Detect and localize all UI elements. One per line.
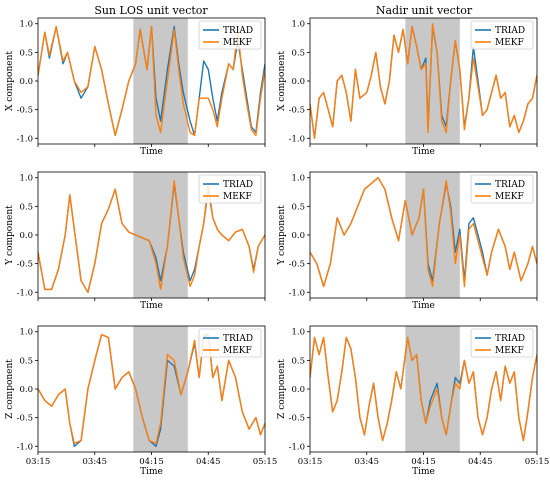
panel-sun-y: 1.0 0.5 0.0 -0.5 -1.0 Time Y component TRIAD MEK… — [5, 171, 266, 311]
y-tick-label: 0.5 — [291, 202, 305, 212]
y-tick-label: 1.0 — [19, 20, 33, 30]
y-tick-label: -1.0 — [289, 288, 305, 298]
y-tick-label: 1.0 — [291, 328, 305, 338]
x-axis-label: Time — [412, 467, 435, 477]
x-axis-label: Time — [140, 147, 163, 157]
x-axis-label: Time — [412, 301, 435, 311]
eclipse-band — [133, 172, 188, 298]
legend-label: TRIAD — [223, 26, 253, 36]
x-tick-label: 05:15 — [253, 457, 278, 467]
y-tick-label: 0.0 — [291, 231, 305, 241]
x-tick-label: 03:45 — [355, 457, 380, 467]
y-tick-label: 0.0 — [19, 385, 33, 395]
panel-nadir-x: 1.0 0.5 0.0 -0.5 -1.0 Time X component TRIAD MEK… — [277, 17, 538, 157]
x-axis-label: Time — [140, 467, 163, 477]
axes-frame — [309, 325, 538, 453]
x-tick-label: 03:15 — [298, 457, 323, 467]
column-title-nadir: Nadir unit vector — [376, 4, 473, 17]
legend-label: MEKF — [223, 38, 252, 48]
panel-nadir-y: 1.0 0.5 0.0 -0.5 -1.0 Time Y component TRIAD MEK… — [277, 171, 538, 311]
axes-frame — [309, 171, 538, 299]
x-tick-label: 04:15 — [411, 457, 436, 467]
x-axis-label: Time — [412, 147, 435, 157]
y-tick-label: 1.0 — [291, 20, 305, 30]
legend-label: TRIAD — [495, 180, 525, 190]
legend-label: MEKF — [495, 38, 524, 48]
y-tick-label: 0.5 — [19, 356, 33, 366]
y-axis-label: Z component — [277, 359, 287, 419]
y-axis-label: X component — [5, 51, 15, 111]
eclipse-band — [405, 326, 460, 452]
legend: TRIAD MEKF — [198, 328, 262, 358]
y-tick-label: 0.0 — [291, 77, 305, 87]
legend: TRIAD MEKF — [470, 174, 534, 204]
axes-frame — [37, 171, 266, 299]
legend: TRIAD MEKF — [198, 20, 262, 50]
x-axis-label: Time — [140, 301, 163, 311]
y-tick-label: 1.0 — [291, 174, 305, 184]
y-axis-label: X component — [277, 51, 287, 111]
legend-label: MEKF — [223, 192, 252, 202]
series-line-mekf — [38, 25, 265, 137]
y-tick-label: -1.0 — [17, 134, 33, 144]
series-line-mekf — [310, 23, 537, 139]
y-tick-label: 0.5 — [19, 202, 33, 212]
x-tick-label: 04:45 — [468, 457, 493, 467]
x-tick-label: 04:15 — [139, 457, 164, 467]
x-tick-label: 03:45 — [83, 457, 108, 467]
y-tick-label: -0.5 — [289, 106, 305, 116]
y-tick-label: -1.0 — [17, 442, 33, 452]
panel-nadir-z: 1.0 0.5 0.0 -0.5 -1.0 03:15 03:45 04:15 04:45 05:… — [277, 325, 550, 477]
y-tick-label: -1.0 — [289, 442, 305, 452]
y-tick-label: -1.0 — [17, 288, 33, 298]
legend: TRIAD MEKF — [198, 174, 262, 204]
series-line-mekf — [38, 333, 265, 445]
y-tick-label: -0.5 — [289, 414, 305, 424]
series-line-mekf — [310, 177, 537, 288]
y-tick-label: 0.5 — [291, 48, 305, 58]
legend-label: TRIAD — [495, 334, 525, 344]
series-line-mekf — [38, 179, 265, 293]
x-tick-label: 04:45 — [196, 457, 221, 467]
column-title-sun: Sun LOS unit vector — [94, 4, 208, 17]
panel-sun-x: 1.0 0.5 0.0 -0.5 -1.0 Time X component TRIAD MEK… — [5, 17, 266, 157]
x-tick-label: 03:15 — [26, 457, 51, 467]
y-tick-label: -0.5 — [17, 260, 33, 270]
y-tick-label: -0.5 — [289, 260, 305, 270]
legend: TRIAD MEKF — [470, 20, 534, 50]
y-tick-label: 1.0 — [19, 328, 33, 338]
x-tick-label: 05:15 — [525, 457, 550, 467]
panel-sun-z: 1.0 0.5 0.0 -0.5 -1.0 03:15 03:45 04:15 04:45 05:… — [5, 325, 278, 477]
panels: 1.0 0.5 0.0 -0.5 -1.0 Time X component TRIAD MEK… — [5, 17, 550, 477]
y-axis-label: Y component — [5, 205, 15, 266]
y-tick-label: 0.5 — [291, 356, 305, 366]
y-tick-label: 1.0 — [19, 174, 33, 184]
axes-frame — [309, 17, 538, 145]
y-tick-label: -1.0 — [289, 134, 305, 144]
legend-label: MEKF — [495, 346, 524, 356]
legend-label: MEKF — [495, 192, 524, 202]
legend-label: TRIAD — [223, 180, 253, 190]
series-line-mekf — [310, 336, 537, 442]
y-tick-label: -0.5 — [17, 106, 33, 116]
y-tick-label: 0.0 — [19, 77, 33, 87]
y-tick-label: 0.5 — [19, 48, 33, 58]
legend-label: TRIAD — [223, 334, 253, 344]
legend-label: MEKF — [223, 346, 252, 356]
y-tick-label: 0.0 — [291, 385, 305, 395]
y-tick-label: -0.5 — [17, 414, 33, 424]
legend: TRIAD MEKF — [470, 328, 534, 358]
legend-label: TRIAD — [495, 26, 525, 36]
y-axis-label: Y component — [277, 205, 287, 266]
y-tick-label: 0.0 — [19, 231, 33, 241]
axes-frame — [37, 325, 266, 453]
axes-frame — [37, 17, 266, 145]
y-axis-label: Z component — [5, 359, 15, 419]
